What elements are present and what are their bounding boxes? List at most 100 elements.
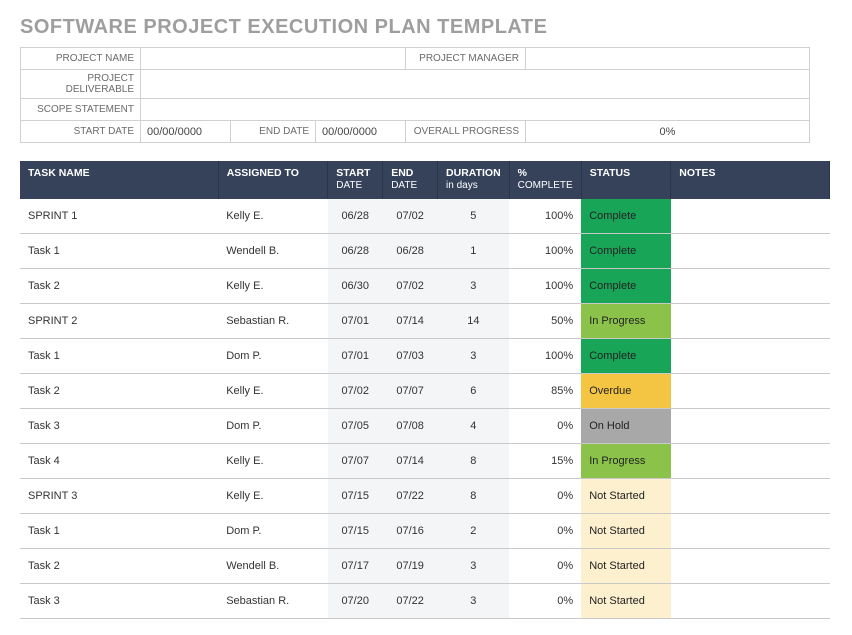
col-start: STARTDATE — [328, 161, 383, 199]
status-cell[interactable]: Complete — [581, 268, 671, 303]
pct-cell: 100% — [509, 268, 581, 303]
duration-cell: 14 — [438, 303, 510, 338]
notes-cell[interactable] — [671, 233, 830, 268]
assigned-cell: Kelly E. — [218, 443, 328, 478]
table-row: SPRINT 1Kelly E.06/2807/025100%Complete — [20, 199, 830, 234]
notes-cell[interactable] — [671, 373, 830, 408]
task-cell: SPRINT 2 — [20, 303, 218, 338]
status-cell[interactable]: On Hold — [581, 408, 671, 443]
pct-cell: 0% — [509, 478, 581, 513]
deliverable-value[interactable] — [141, 70, 810, 99]
start-cell: 07/01 — [328, 338, 383, 373]
task-cell: Task 1 — [20, 513, 218, 548]
assigned-cell: Kelly E. — [218, 373, 328, 408]
duration-cell: 3 — [438, 338, 510, 373]
duration-cell: 8 — [438, 443, 510, 478]
col-end: ENDDATE — [383, 161, 438, 199]
start-cell: 07/02 — [328, 373, 383, 408]
project-manager-value[interactable] — [526, 48, 810, 70]
assigned-cell: Kelly E. — [218, 268, 328, 303]
start-cell: 07/17 — [328, 548, 383, 583]
overall-progress-label: OVERALL PROGRESS — [406, 121, 526, 143]
pct-cell: 0% — [509, 583, 581, 618]
task-cell: Task 2 — [20, 373, 218, 408]
table-row: SPRINT 2Sebastian R.07/0107/141450%In Pr… — [20, 303, 830, 338]
project-name-value[interactable] — [141, 48, 406, 70]
duration-cell: 3 — [438, 583, 510, 618]
assigned-cell: Wendell B. — [218, 233, 328, 268]
status-cell[interactable]: In Progress — [581, 443, 671, 478]
start-cell: 06/30 — [328, 268, 383, 303]
duration-cell: 8 — [438, 478, 510, 513]
status-cell[interactable]: Not Started — [581, 513, 671, 548]
notes-cell[interactable] — [671, 443, 830, 478]
col-notes: NOTES — [671, 161, 830, 199]
notes-cell[interactable] — [671, 583, 830, 618]
start-cell: 07/15 — [328, 513, 383, 548]
start-date-value[interactable]: 00/00/0000 — [141, 121, 231, 143]
end-cell: 07/08 — [383, 408, 438, 443]
notes-cell[interactable] — [671, 478, 830, 513]
notes-cell[interactable] — [671, 408, 830, 443]
table-row: Task 2Kelly E.07/0207/07685%Overdue — [20, 373, 830, 408]
duration-cell: 6 — [438, 373, 510, 408]
assigned-cell: Kelly E. — [218, 478, 328, 513]
table-row: Task 1Wendell B.06/2806/281100%Complete — [20, 233, 830, 268]
assigned-cell: Sebastian R. — [218, 303, 328, 338]
table-row: Task 1Dom P.07/1507/1620%Not Started — [20, 513, 830, 548]
table-row: Task 2Wendell B.07/1707/1930%Not Started — [20, 548, 830, 583]
duration-cell: 1 — [438, 233, 510, 268]
notes-cell[interactable] — [671, 338, 830, 373]
end-cell: 06/28 — [383, 233, 438, 268]
col-task-name: TASK NAME — [20, 161, 218, 199]
end-cell: 07/22 — [383, 583, 438, 618]
pct-cell: 100% — [509, 233, 581, 268]
end-cell: 07/14 — [383, 303, 438, 338]
end-date-value[interactable]: 00/00/0000 — [316, 121, 406, 143]
scope-value[interactable] — [141, 99, 810, 121]
status-cell[interactable]: Not Started — [581, 583, 671, 618]
notes-cell[interactable] — [671, 199, 830, 234]
duration-cell: 3 — [438, 268, 510, 303]
pct-cell: 100% — [509, 338, 581, 373]
task-cell: Task 1 — [20, 338, 218, 373]
end-cell: 07/16 — [383, 513, 438, 548]
table-row: Task 1Dom P.07/0107/033100%Complete — [20, 338, 830, 373]
scope-label: SCOPE STATEMENT — [21, 99, 141, 121]
start-cell: 06/28 — [328, 199, 383, 234]
task-cell: Task 2 — [20, 268, 218, 303]
start-cell: 07/20 — [328, 583, 383, 618]
pct-cell: 0% — [509, 548, 581, 583]
status-cell[interactable]: Not Started — [581, 478, 671, 513]
notes-cell[interactable] — [671, 303, 830, 338]
status-cell[interactable]: Overdue — [581, 373, 671, 408]
deliverable-label: PROJECT DELIVERABLE — [21, 70, 141, 99]
status-cell[interactable]: Complete — [581, 233, 671, 268]
col-assigned: ASSIGNED TO — [218, 161, 328, 199]
notes-cell[interactable] — [671, 548, 830, 583]
end-cell: 07/02 — [383, 199, 438, 234]
end-cell: 07/03 — [383, 338, 438, 373]
pct-cell: 85% — [509, 373, 581, 408]
status-cell[interactable]: Complete — [581, 338, 671, 373]
notes-cell[interactable] — [671, 513, 830, 548]
end-cell: 07/07 — [383, 373, 438, 408]
status-cell[interactable]: In Progress — [581, 303, 671, 338]
end-date-label: END DATE — [231, 121, 316, 143]
notes-cell[interactable] — [671, 268, 830, 303]
end-cell: 07/14 — [383, 443, 438, 478]
assigned-cell: Wendell B. — [218, 548, 328, 583]
end-cell: 07/22 — [383, 478, 438, 513]
col-status: STATUS — [581, 161, 671, 199]
page-title: SOFTWARE PROJECT EXECUTION PLAN TEMPLATE — [20, 16, 832, 39]
status-cell[interactable]: Not Started — [581, 548, 671, 583]
start-cell: 07/15 — [328, 478, 383, 513]
pct-cell: 100% — [509, 199, 581, 234]
tasks-header: TASK NAME ASSIGNED TO STARTDATE ENDDATE … — [20, 161, 830, 199]
task-cell: SPRINT 1 — [20, 199, 218, 234]
col-pct: %COMPLETE — [509, 161, 581, 199]
start-date-label: START DATE — [21, 121, 141, 143]
status-cell[interactable]: Complete — [581, 199, 671, 234]
project-name-label: PROJECT NAME — [21, 48, 141, 70]
tasks-table: TASK NAME ASSIGNED TO STARTDATE ENDDATE … — [20, 161, 830, 619]
